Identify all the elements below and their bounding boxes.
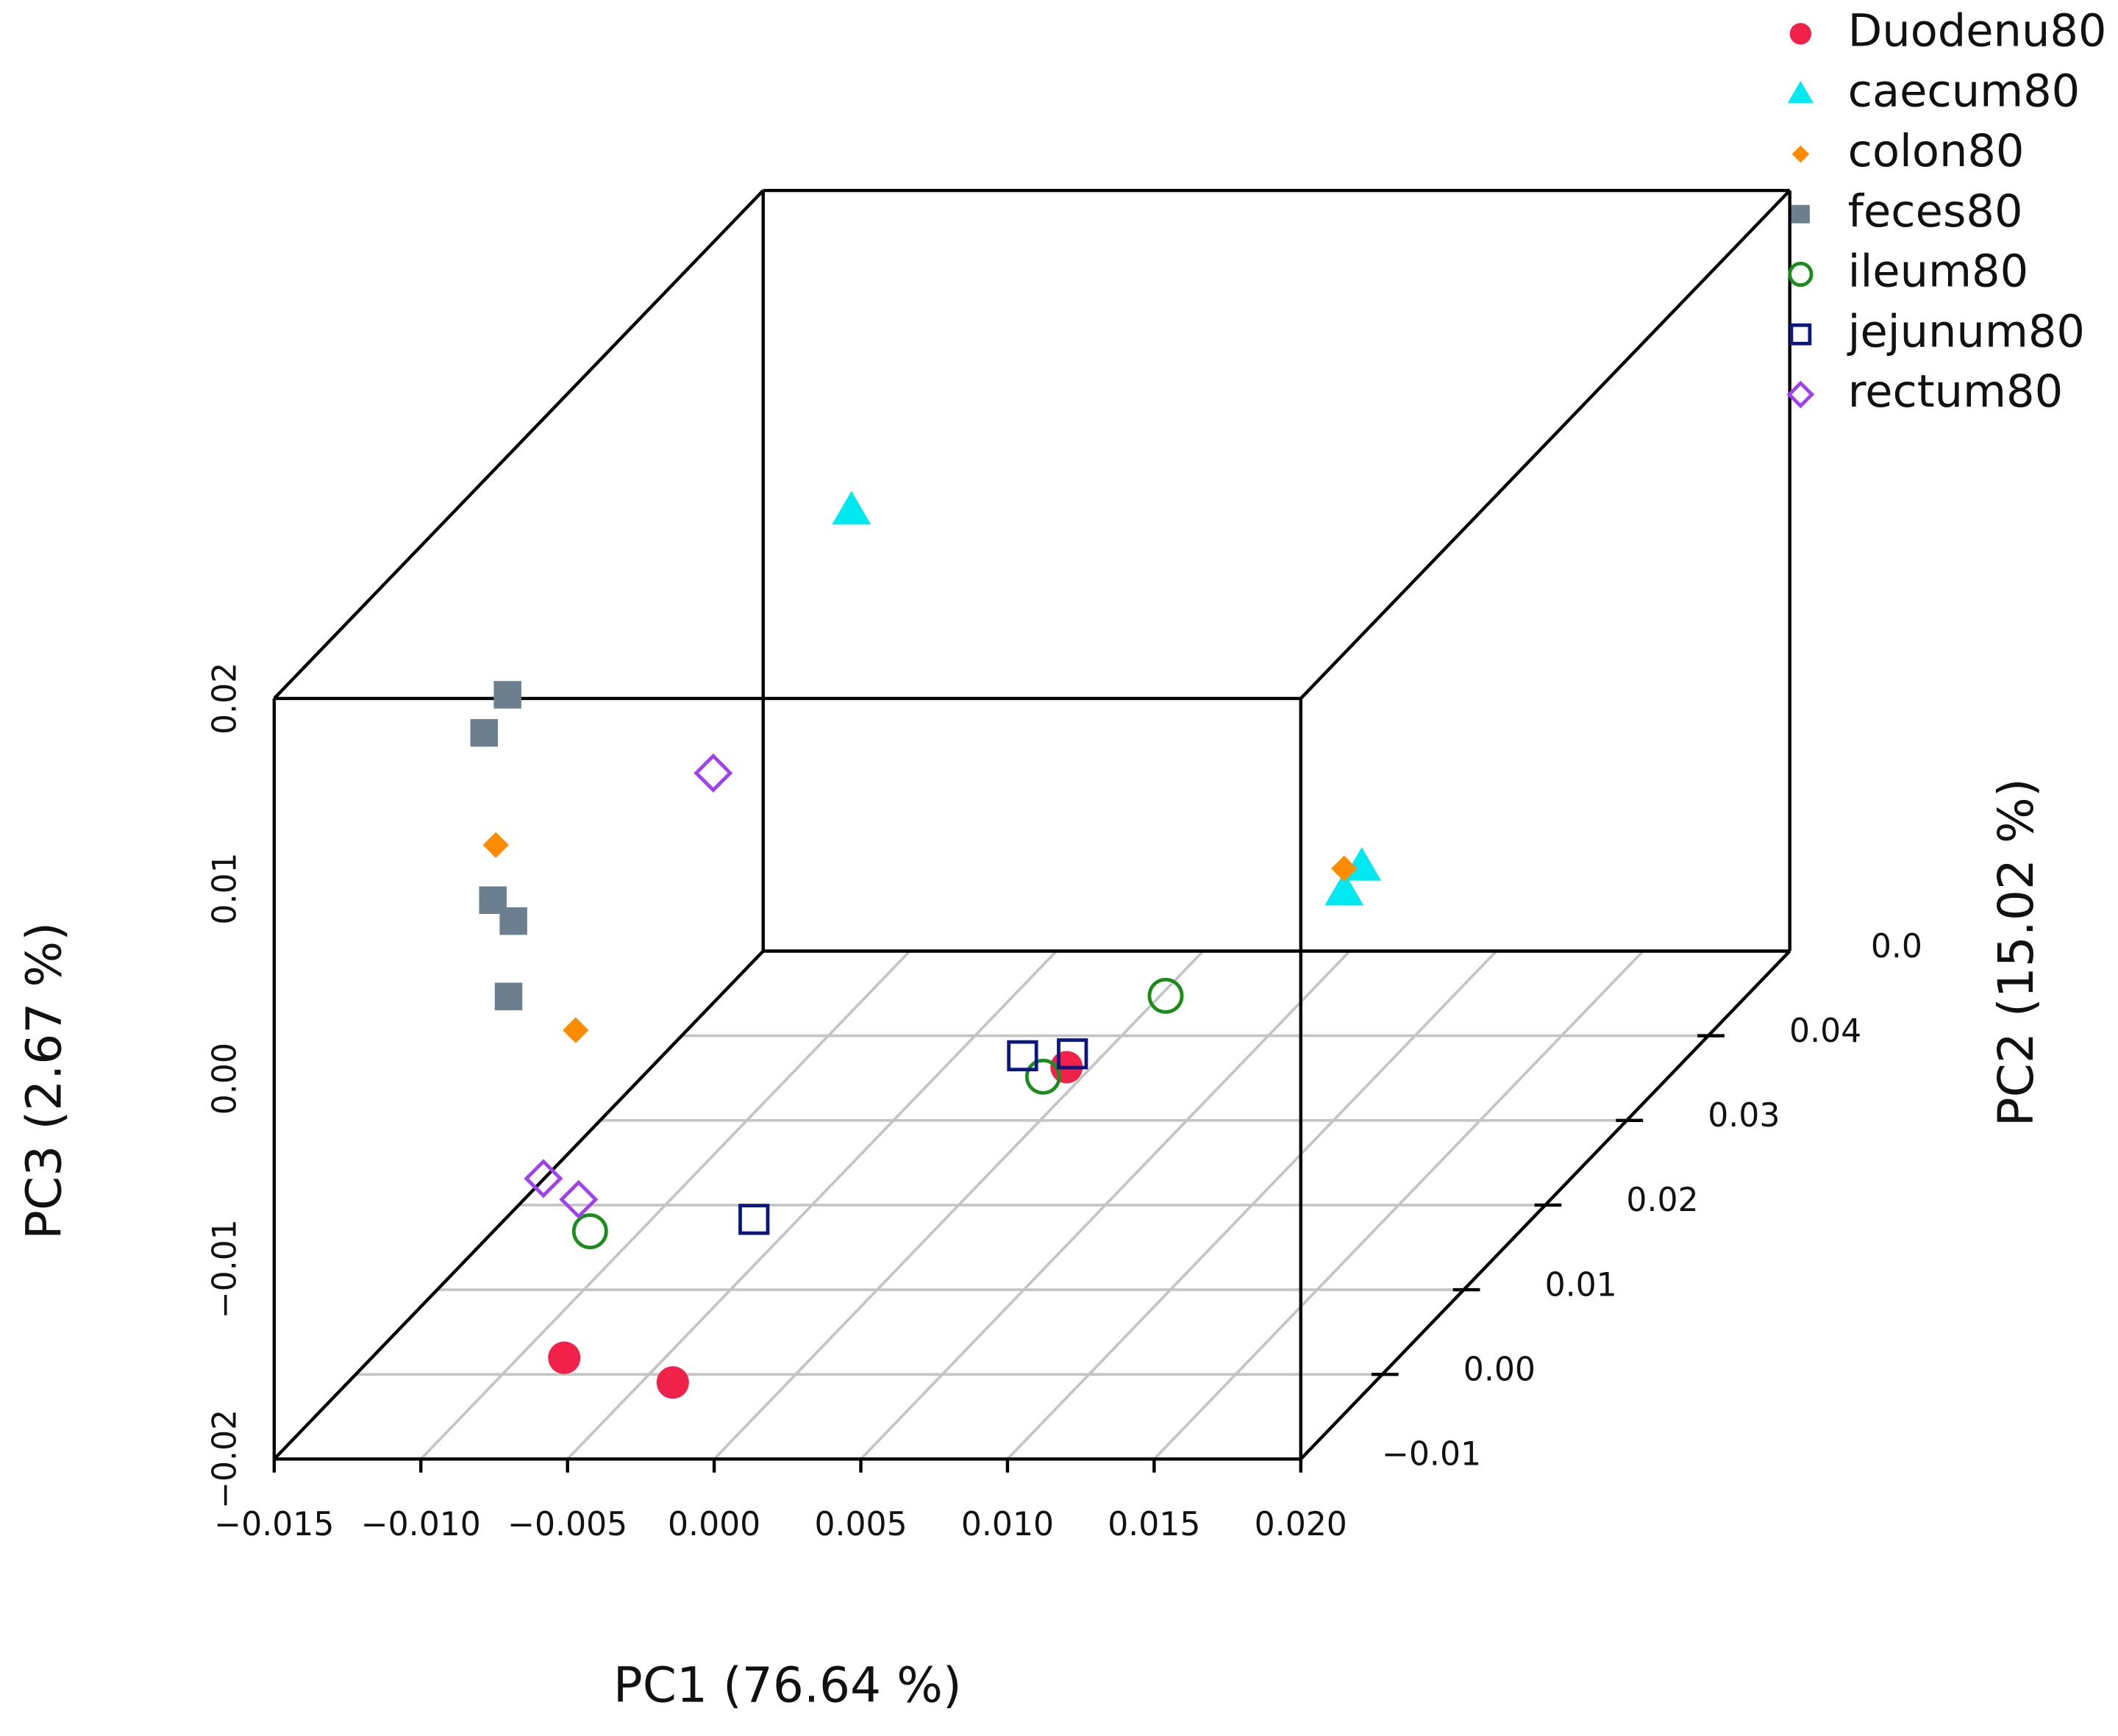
y-tick-label: 0.00 [1463, 1351, 1536, 1389]
z-tick-label: −0.02 [207, 1410, 244, 1509]
point [1788, 261, 1814, 287]
legend-label: colon80 [1848, 126, 2025, 177]
point [1147, 977, 1184, 1014]
point [1057, 1038, 1088, 1070]
point [524, 1159, 563, 1199]
point [548, 1341, 581, 1374]
point [1331, 855, 1358, 882]
z-tick-label: −0.01 [207, 1219, 244, 1318]
x-tick-label: 0.000 [668, 1506, 760, 1543]
y-tick-label: −0.01 [1382, 1436, 1481, 1474]
box-edge [1299, 189, 1791, 700]
z-tick-label: 0.00 [207, 1043, 244, 1115]
point [563, 1017, 589, 1043]
point [1324, 871, 1364, 906]
legend-label: feces80 [1848, 186, 2023, 237]
y-tick-label: 0.0 [1871, 928, 1922, 965]
y-tick-label: 0.02 [1626, 1182, 1698, 1219]
x-tick-label: 0.020 [1255, 1506, 1347, 1543]
x-tick-label: −0.005 [507, 1506, 627, 1543]
box-edge [273, 949, 765, 1460]
y-tick-label: 0.04 [1789, 1012, 1861, 1050]
point [1789, 23, 1812, 45]
box-edge [273, 189, 765, 700]
point [1787, 81, 1814, 104]
point [571, 1213, 608, 1250]
point [499, 907, 527, 935]
z-tick-label: 0.01 [207, 852, 244, 924]
y-tick-label: 0.03 [1708, 1097, 1780, 1135]
z-axis-title: PC3 (2.67 %) [15, 922, 72, 1240]
point [482, 832, 509, 858]
point [470, 718, 498, 747]
y-tick-label: 0.01 [1545, 1266, 1617, 1304]
legend-label: caecum80 [1848, 65, 2080, 117]
point [832, 490, 871, 525]
point [493, 681, 521, 709]
x-tick-label: 0.010 [961, 1506, 1054, 1543]
point [1791, 145, 1810, 163]
point [693, 753, 733, 793]
legend-label: rectum80 [1848, 366, 2063, 418]
point [1007, 1040, 1038, 1071]
legend-label: Duodenu80 [1848, 6, 2107, 57]
x-axis-title: PC1 (76.64 %) [613, 1657, 962, 1714]
point [1786, 380, 1815, 409]
point [1789, 323, 1812, 346]
x-tick-label: 0.005 [814, 1506, 907, 1543]
point [656, 1366, 689, 1399]
x-tick-label: −0.010 [361, 1506, 481, 1543]
point [1791, 204, 1810, 224]
point [738, 1204, 770, 1235]
legend-label: jejunum80 [1847, 306, 2085, 357]
y-axis-title: PC2 (15.02 %) [1988, 778, 2044, 1126]
legend-label: ileum80 [1848, 246, 2029, 298]
x-tick-label: −0.015 [214, 1506, 334, 1543]
z-tick-label: 0.02 [207, 662, 244, 735]
point [559, 1179, 599, 1219]
x-tick-label: 0.015 [1108, 1506, 1200, 1543]
point [494, 982, 523, 1010]
point [1024, 1058, 1061, 1095]
